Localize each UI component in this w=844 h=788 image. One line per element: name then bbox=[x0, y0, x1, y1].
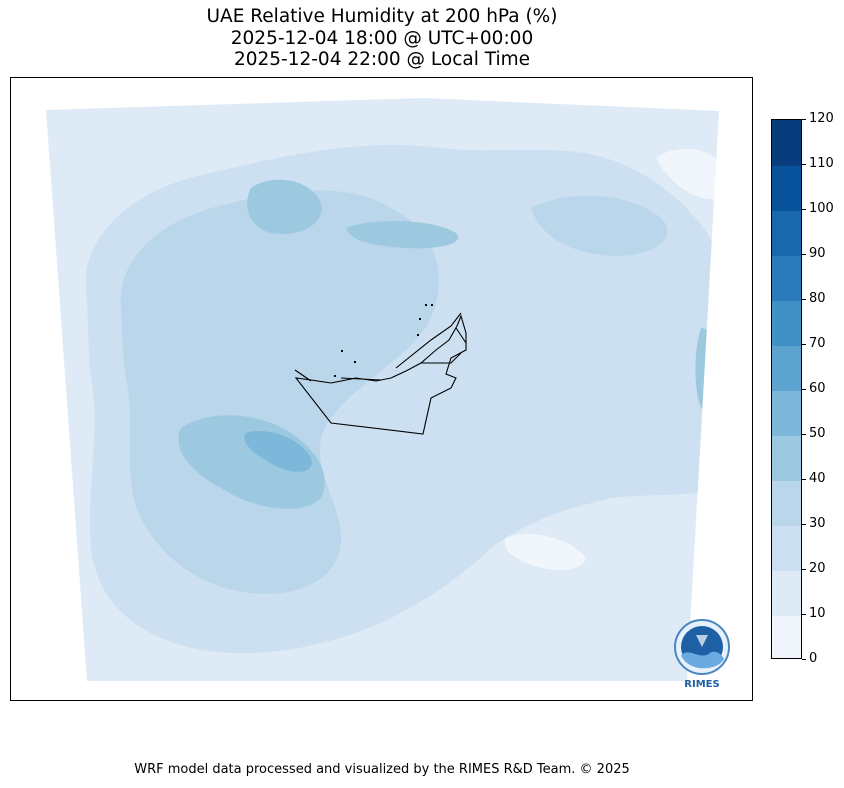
title-line-2: 2025-12-04 18:00 @ UTC+00:00 bbox=[230, 27, 534, 49]
colorbar-tick bbox=[802, 613, 806, 615]
uae-islands bbox=[334, 304, 433, 377]
colorbar-tick-label: 70 bbox=[809, 336, 826, 351]
colorbar-tick bbox=[802, 478, 806, 480]
colorbar-segment bbox=[772, 345, 801, 391]
colorbar-tick-label: 50 bbox=[809, 426, 826, 441]
colorbar-tick bbox=[802, 568, 806, 570]
colorbar-tick-label: 60 bbox=[809, 381, 826, 396]
colorbar-tick-label: 10 bbox=[809, 606, 826, 621]
colorbar-tick bbox=[802, 208, 806, 210]
colorbar-tick-label: 20 bbox=[809, 561, 826, 576]
colorbar-tick-label: 0 bbox=[809, 651, 818, 666]
colorbar-tick bbox=[802, 343, 806, 345]
colorbar-tick-label: 80 bbox=[809, 291, 826, 306]
humidity-band-40-50-north bbox=[247, 179, 322, 234]
humidity-band-0-10-east bbox=[656, 148, 719, 199]
colorbar-tick bbox=[802, 298, 806, 300]
colorbar-segment bbox=[772, 615, 801, 658]
colorbar-tick bbox=[802, 658, 806, 660]
colorbar-segment bbox=[772, 255, 801, 301]
colorbar-segment bbox=[772, 435, 801, 481]
colorbar-segment bbox=[772, 165, 801, 211]
humidity-band-50-60 bbox=[244, 430, 312, 472]
colorbar-tick-label: 90 bbox=[809, 246, 826, 261]
humidity-band-0-10-southeast bbox=[504, 534, 586, 570]
colorbar-tick bbox=[802, 388, 806, 390]
colorbar-tick bbox=[802, 118, 806, 120]
uae-coastline bbox=[294, 312, 467, 382]
logo-text: RIMES bbox=[684, 679, 719, 689]
map-title: UAE Relative Humidity at 200 hPa (%) 202… bbox=[0, 6, 764, 71]
rimes-logo: RIMES bbox=[674, 619, 730, 689]
humidity-map bbox=[46, 98, 719, 681]
colorbar-tick bbox=[802, 433, 806, 435]
colorbar-tick-label: 110 bbox=[809, 156, 834, 171]
colorbar-tick-label: 120 bbox=[809, 111, 834, 126]
title-line-3: 2025-12-04 22:00 @ Local Time bbox=[233, 49, 531, 70]
colorbar-segment bbox=[772, 480, 801, 526]
map-frame[interactable] bbox=[10, 77, 753, 701]
title-line-1: UAE Relative Humidity at 200 hPa (%) bbox=[206, 6, 558, 27]
colorbar-segment bbox=[772, 570, 801, 616]
colorbar bbox=[771, 119, 802, 659]
humidity-band-40-50-east-edge bbox=[695, 328, 719, 409]
humidity-band-30-40-east bbox=[531, 195, 668, 257]
colorbar-segment bbox=[772, 525, 801, 571]
colorbar-segment bbox=[772, 120, 801, 166]
colorbar-tick bbox=[802, 163, 806, 165]
colorbar-segment bbox=[772, 390, 801, 436]
humidity-band-40-50-central bbox=[346, 221, 459, 249]
colorbar-tick bbox=[802, 523, 806, 525]
colorbar-segment bbox=[772, 300, 801, 346]
humidity-band-30-40 bbox=[120, 190, 439, 594]
colorbar-tick bbox=[802, 253, 806, 255]
footer-credit: WRF model data processed and visualized … bbox=[134, 762, 630, 777]
colorbar-segment bbox=[772, 210, 801, 256]
colorbar-tick-label: 100 bbox=[809, 201, 834, 216]
colorbar-tick-label: 40 bbox=[809, 471, 826, 486]
colorbar-tick-label: 30 bbox=[809, 516, 826, 531]
